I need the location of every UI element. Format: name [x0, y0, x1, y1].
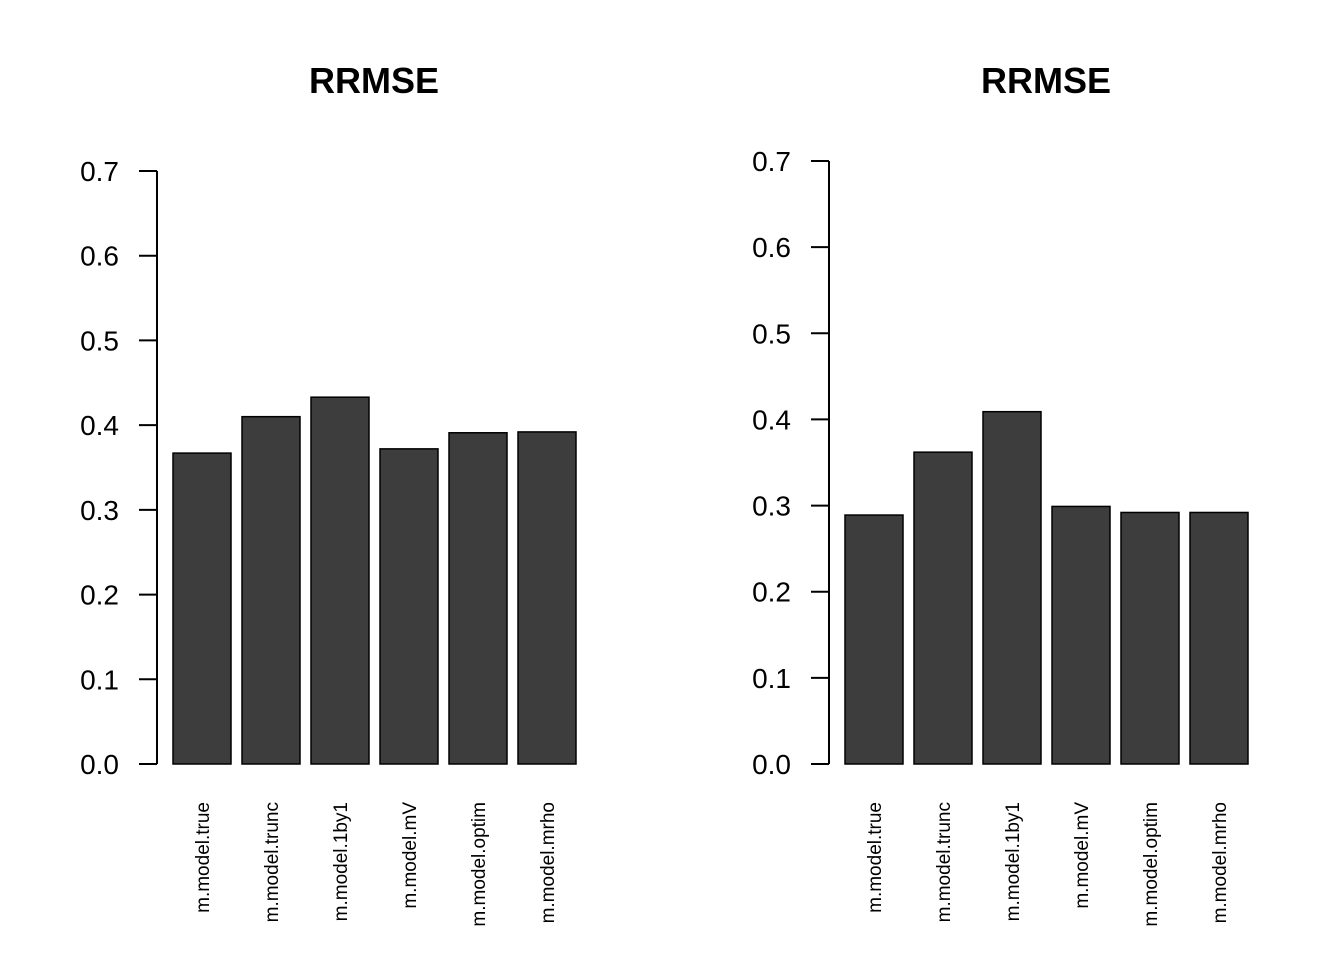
bar-m-model-mV — [379, 448, 439, 765]
category-label: m.model.trunc — [262, 802, 283, 922]
category-label: m.model.true — [865, 802, 886, 913]
bar-m-model-true — [172, 452, 232, 765]
bar-m-model-optim — [448, 432, 508, 765]
y-tick-label: 0.2 — [80, 580, 119, 611]
y-tick-label: 0.1 — [752, 663, 791, 694]
category-label: m.model.mV — [1072, 802, 1093, 909]
chart-panel-2: RRMSE 0.0 0.1 0.2 0.3 0.4 0.5 0.6 0.7 m.model.tru… — [752, 60, 1249, 927]
category-label: m.model.optim — [469, 802, 490, 927]
bar-m-model-mV — [1051, 505, 1111, 765]
category-label: m.model.mrho — [538, 802, 559, 923]
y-tick-label: 0.6 — [752, 232, 791, 263]
y-tick-label: 0.0 — [752, 749, 791, 780]
bar-m-model-1by1 — [310, 396, 370, 765]
y-tick-label: 0.3 — [752, 491, 791, 522]
category-label: m.model.1by1 — [1003, 802, 1024, 921]
chart-panel-1: RRMSE 0.0 0.1 0.2 0.3 0.4 0.5 0.6 0.7 m.model.tru… — [80, 60, 577, 927]
y-tick-label: 0.3 — [80, 495, 119, 526]
chart-title: RRMSE — [309, 60, 439, 101]
bar-m-model-trunc — [913, 451, 973, 765]
category-label: m.model.mV — [400, 802, 421, 909]
y-tick-label: 0.0 — [80, 749, 119, 780]
y-tick-label: 0.2 — [752, 577, 791, 608]
category-label: m.model.true — [193, 802, 214, 913]
bar-m-model-optim — [1120, 511, 1180, 765]
chart-title: RRMSE — [981, 60, 1111, 101]
y-tick-label: 0.4 — [752, 404, 791, 435]
bar-m-model-1by1 — [982, 410, 1042, 765]
category-label: m.model.optim — [1141, 802, 1162, 927]
category-label: m.model.trunc — [934, 802, 955, 922]
y-tick-label: 0.5 — [752, 318, 791, 349]
y-tick-label: 0.5 — [80, 325, 119, 356]
y-tick-label: 0.7 — [80, 156, 119, 187]
category-label: m.model.mrho — [1210, 802, 1231, 923]
bar-m-model-trunc — [241, 415, 301, 765]
bar-m-model-mrho — [1189, 511, 1249, 765]
y-tick-label: 0.1 — [80, 664, 119, 695]
bar-m-model-mrho — [517, 431, 577, 765]
y-tick-label: 0.6 — [80, 241, 119, 272]
bar-m-model-true — [844, 514, 904, 765]
category-label: m.model.1by1 — [331, 802, 352, 921]
y-tick-label: 0.4 — [80, 410, 119, 441]
y-tick-label: 0.7 — [752, 146, 791, 177]
